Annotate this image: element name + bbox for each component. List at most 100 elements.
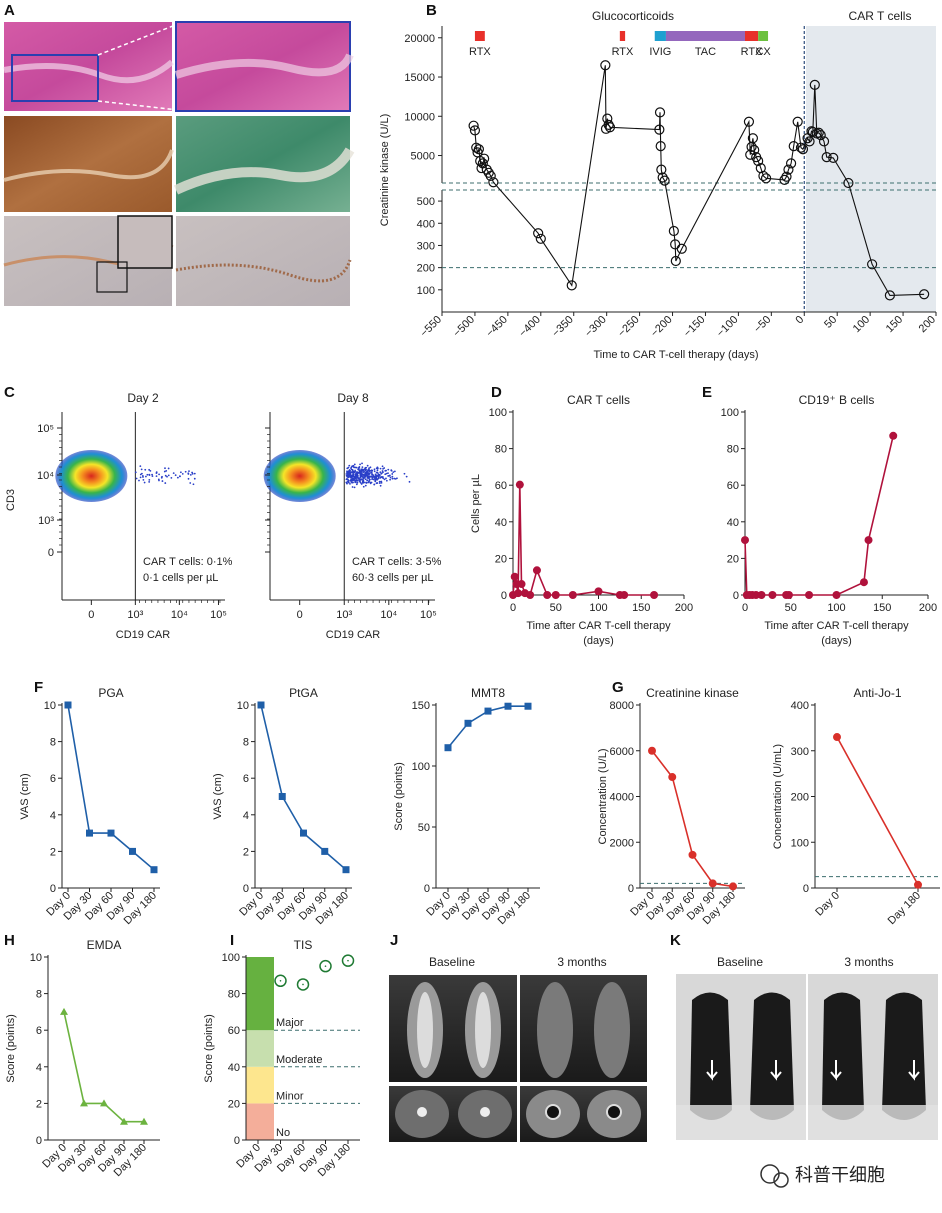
data-point: [708, 879, 717, 888]
treatment-label: TAC: [695, 46, 716, 58]
plot-ytick-label: 60: [495, 480, 507, 492]
c-event-dot: [362, 485, 365, 488]
c-event-dot: [379, 476, 382, 479]
data-point: [60, 1007, 68, 1015]
c-event-dot: [376, 471, 379, 474]
data-point: [833, 733, 841, 742]
c-event-dot: [184, 470, 187, 473]
c-event-dot: [387, 468, 390, 471]
c-plots: 0 10³ 10⁴ 10⁵ 0 10³ 10⁴ 10⁵ 0 10³ 10⁴ 10⁵: [37, 412, 437, 621]
plot-ytick-label: 10: [44, 700, 56, 712]
b-data-point: [676, 243, 687, 254]
plot-title: MMT8: [471, 686, 505, 700]
panel-label-b: B: [426, 2, 437, 19]
panel-c-flow-cytometry: C Day 2 Day 8 CD3 CD19 CAR CD19 CAR CAR …: [4, 384, 442, 641]
b-data-point: [656, 164, 667, 175]
plot-ylabel: Cells per µL: [470, 474, 482, 533]
c-event-dot: [369, 481, 372, 484]
c-event-dot: [364, 473, 367, 476]
plot-ytick-label: 0: [733, 590, 739, 602]
b-data-point: [795, 142, 807, 153]
b-data-point: [483, 167, 494, 178]
c-event-dot: [166, 475, 168, 478]
b-data-point: [804, 136, 815, 147]
data-point: [889, 431, 898, 440]
c-event-dot: [391, 477, 394, 480]
panel-label-j: J: [390, 932, 398, 949]
data-point: [620, 591, 629, 599]
c-event-dot: [368, 470, 371, 473]
treatment-bar: [758, 31, 769, 41]
plot-ylabel: Score (points): [5, 1014, 17, 1082]
b-xtick-label: −50: [752, 314, 774, 336]
c-event-dot: [176, 476, 179, 479]
b-data-point: [758, 170, 769, 182]
b-xtick-label: 150: [884, 314, 905, 335]
c-event-dot: [367, 472, 370, 475]
plot-xtick-label: 0: [742, 602, 748, 614]
series-line: [67, 704, 155, 871]
c-event-dot: [364, 471, 367, 474]
c-event-dot: [350, 480, 353, 483]
b-ytick-label: 100: [417, 285, 435, 297]
b-data-point: [785, 158, 797, 169]
c-event-dot: [148, 478, 151, 481]
c-event-dot: [347, 466, 350, 469]
b-data-point: [469, 125, 481, 136]
data-point: [805, 591, 814, 599]
c-event-dot: [356, 479, 359, 482]
b-data-point: [603, 119, 614, 131]
plot-ytick-label: 8: [243, 737, 249, 749]
c-event-dot: [146, 473, 149, 476]
plot-ylabel: Concentration (U/L): [597, 749, 609, 845]
data-point: [524, 702, 532, 710]
c-event-dot: [170, 476, 173, 479]
c-event-dot: [385, 472, 388, 475]
b-xtick-label: −100: [715, 314, 741, 340]
b-data-point: [828, 152, 839, 163]
plot-ytick-label: 100: [721, 407, 739, 419]
plot-ytick-label: 400: [791, 700, 809, 712]
plot-ytick-label: 50: [418, 822, 430, 834]
data-point: [510, 572, 519, 581]
panel-e-b-cells: CD19⁺ B cells 0 20 40 60 80 100 0 50 100 150 200 Tim…: [721, 393, 938, 647]
panel-label-a: A: [4, 2, 15, 19]
c2-annotation-line2: 60·3 cells per µL: [352, 572, 434, 584]
c-xtick-label: 0: [297, 609, 303, 621]
c-event-dot: [379, 471, 382, 474]
c-event-dot: [348, 464, 351, 467]
c-event-dot: [145, 475, 147, 478]
data-point: [464, 719, 472, 727]
plot-xtick-label: Day 0: [813, 890, 842, 919]
treatment-bar: [474, 31, 485, 41]
c-event-dot: [142, 476, 144, 478]
c-event-dot: [192, 483, 195, 486]
c-event-dot: [174, 474, 177, 477]
c-event-dot: [139, 465, 142, 468]
data-point: [278, 793, 286, 800]
c-event-dot: [155, 471, 158, 474]
plot-title: TIS: [294, 938, 313, 952]
data-point: [543, 591, 552, 599]
plot-ytick-label: 2000: [610, 837, 634, 849]
plot-ytick-label: 300: [791, 746, 809, 758]
b-xtick-label: −450: [484, 314, 510, 340]
c-event-dot: [142, 478, 145, 481]
plot-ytick-label: 40: [228, 1062, 240, 1074]
c-event-dot: [359, 476, 362, 479]
data-point: [526, 591, 535, 599]
c-event-dot: [375, 474, 378, 477]
c-event-dot: [349, 482, 351, 485]
b-data-point: [747, 133, 758, 144]
plot-ytick-label: 2: [36, 1098, 42, 1110]
c-event-dot: [376, 474, 379, 477]
b-data-point: [783, 164, 794, 175]
b-data-point: [813, 127, 824, 138]
c-event-dot: [373, 468, 376, 471]
plot-ylabel: VAS (cm): [19, 773, 31, 819]
c-event-dot: [350, 476, 353, 479]
plot-ytick-label: 150: [412, 700, 430, 712]
data-point: [107, 829, 115, 837]
c-event-dot: [189, 482, 192, 484]
